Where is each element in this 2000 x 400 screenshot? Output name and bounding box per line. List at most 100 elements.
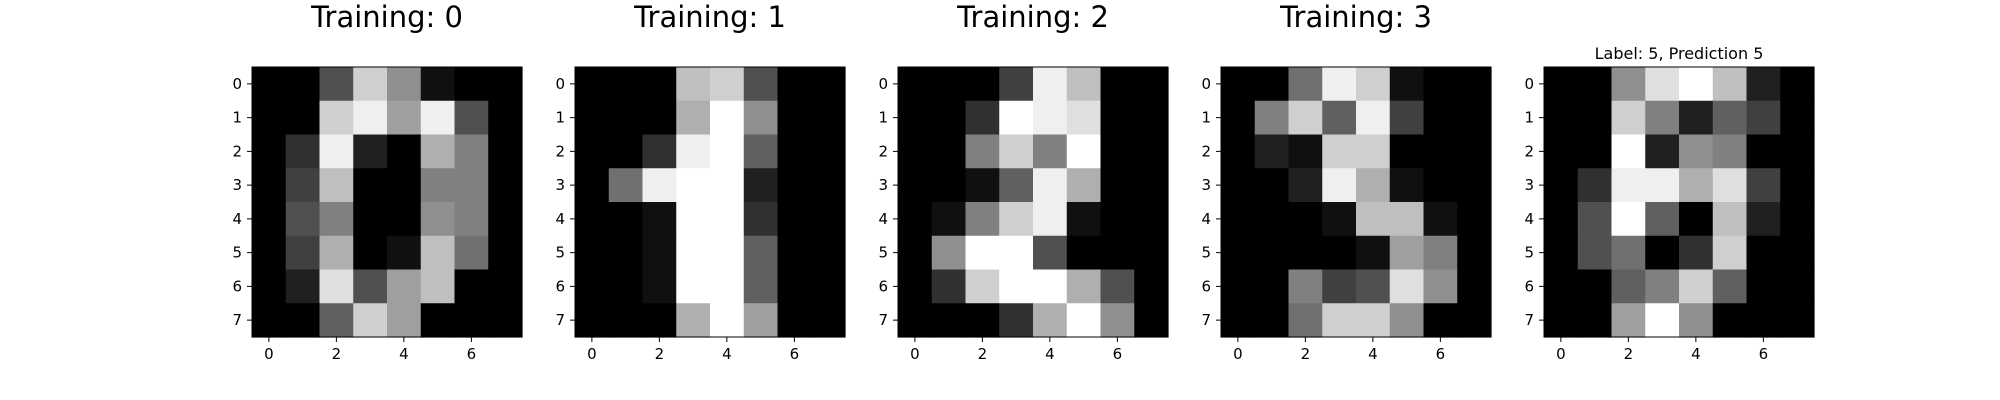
pixel-cell (353, 168, 388, 203)
digit-image-panel: 0 1 2 3 4 5 6 7 0 2 4 6 (232, 66, 523, 363)
pixel-cell (1134, 303, 1169, 338)
panel-title: Training: 3 (1280, 0, 1432, 34)
x-tick-label: 4 (722, 345, 732, 363)
pixel-cell (1645, 269, 1680, 304)
pixel-cell (1221, 67, 1256, 102)
axes-frame (897, 66, 1169, 338)
pixel-cell (387, 134, 422, 169)
y-tick-label: 7 (555, 311, 565, 329)
digit-image-panel: 0 1 2 3 4 5 6 7 0 2 4 6 (555, 66, 846, 363)
pixel-cell (420, 235, 456, 271)
pixel-cell (319, 100, 354, 136)
pixel-cell (1221, 269, 1256, 304)
pixel-cell (999, 235, 1034, 271)
pixel-cell (1356, 303, 1391, 338)
pixel-cell (387, 202, 422, 237)
pixel-cell (252, 67, 287, 102)
pixel-cell (1066, 269, 1102, 304)
y-tick-label: 4 (555, 210, 565, 228)
pixel-cell (811, 134, 846, 169)
pixel-cell (1100, 235, 1135, 271)
pixel-cell (777, 134, 812, 169)
digit-image-panel: 0 1 2 3 4 5 6 7 0 2 4 6 (1524, 66, 1815, 363)
pixel-cell (1134, 269, 1169, 304)
pixel-cell (1423, 100, 1458, 136)
panel-title: Training: 0 (311, 0, 463, 34)
pixel-cell (1544, 134, 1579, 169)
pixel-cell (1134, 100, 1169, 136)
pixel-cell (252, 235, 287, 271)
axes-frame (574, 66, 846, 338)
pixel-cell (575, 303, 610, 338)
pixel-cell (1780, 235, 1815, 271)
y-tick-label: 3 (1201, 176, 1211, 194)
pixel-cell (420, 134, 456, 169)
pixel-cell (965, 100, 1000, 136)
pixel-cell (1679, 100, 1714, 136)
pixel-cell (1577, 269, 1613, 304)
pixel-cell (1033, 235, 1068, 271)
pixel-cell (1611, 67, 1646, 102)
pixel-cell (1134, 134, 1169, 169)
y-tick-label: 6 (1524, 277, 1534, 295)
pixel-cell (1712, 235, 1748, 271)
pixel-cell (1645, 168, 1680, 203)
x-tick-label: 0 (264, 345, 274, 363)
pixel-cell (1356, 269, 1391, 304)
x-tick-label: 6 (467, 345, 477, 363)
pixel-cell (1544, 202, 1579, 237)
y-tick-label: 0 (1201, 75, 1211, 93)
pixel-cell (811, 202, 846, 237)
pixel-cell (1645, 100, 1680, 136)
pixel-cell (252, 303, 287, 338)
pixel-cell (999, 134, 1034, 169)
pixel-cell (1288, 202, 1323, 237)
pixel-cell (387, 303, 422, 338)
pixel-cell (931, 269, 967, 304)
pixel-cell (743, 168, 779, 203)
pixel-cell (1389, 269, 1425, 304)
pixel-cell (608, 67, 644, 102)
pixel-cell (1288, 134, 1323, 169)
pixel-cell (1679, 168, 1714, 203)
pixel-cell (1611, 269, 1646, 304)
pixel-cell (898, 269, 933, 304)
pixel-cell (1423, 168, 1458, 203)
pixel-cell (1645, 134, 1680, 169)
pixel-cell (285, 235, 321, 271)
pixel-cell (1100, 100, 1135, 136)
pixel-cell (1254, 235, 1290, 271)
pixel-cell (353, 269, 388, 304)
pixel-cell (898, 202, 933, 237)
pixel-cell (1746, 202, 1781, 237)
pixel-cell (1100, 202, 1135, 237)
pixel-cell (1645, 235, 1680, 271)
y-tick-label: 3 (1524, 176, 1534, 194)
pixel-cell (1288, 303, 1323, 338)
pixel-cell (1712, 134, 1748, 169)
pixel-cell (608, 168, 644, 203)
y-tick-label: 2 (878, 142, 888, 160)
pixel-cell (710, 100, 745, 136)
pixel-cell (1033, 134, 1068, 169)
y-tick-label: 5 (232, 244, 242, 262)
x-tick-label: 0 (1233, 345, 1243, 363)
y-tick-label: 7 (1524, 311, 1534, 329)
pixel-cell (608, 269, 644, 304)
y-tick-label: 1 (1201, 109, 1211, 127)
x-tick-label: 2 (332, 345, 342, 363)
pixel-cell (488, 168, 523, 203)
pixel-cell (1611, 303, 1646, 338)
pixel-cell (488, 134, 523, 169)
pixel-cell (777, 67, 812, 102)
pixel-cell (1389, 303, 1425, 338)
pixel-cell (1322, 235, 1357, 271)
pixel-cell (642, 269, 677, 304)
axes-frame (1220, 66, 1492, 338)
pixel-cell (387, 235, 422, 271)
pixel-cell (285, 303, 321, 338)
pixel-cell (1423, 202, 1458, 237)
pixel-cell (488, 235, 523, 271)
pixel-cell (999, 67, 1034, 102)
